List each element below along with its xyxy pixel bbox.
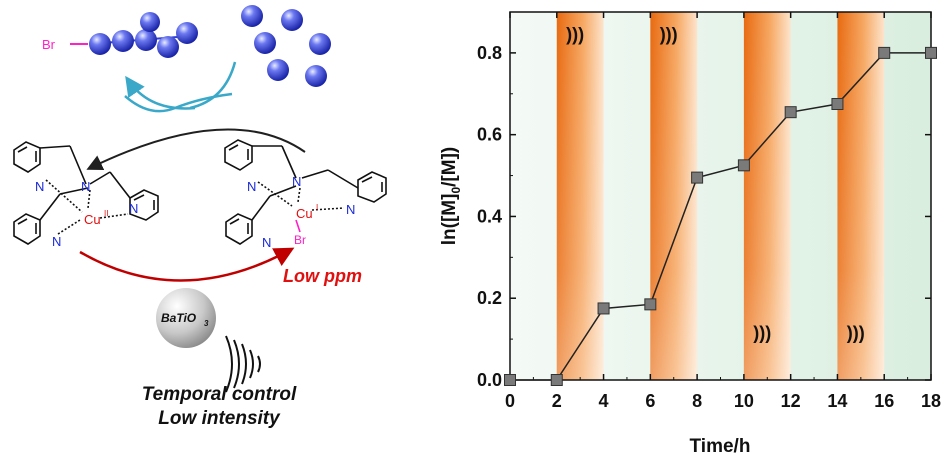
n-atom-label: N [35,179,44,194]
x-tick-label: 4 [599,391,609,411]
ultrasound-on-band-shade [743,12,791,380]
ultrasound-bands [510,12,931,380]
y-tick-label: 0.4 [477,206,502,226]
x-tick-label: 0 [505,391,515,411]
monomer-ball [281,9,303,31]
ultrasound-symbol: ))) [753,323,771,343]
data-point-marker [831,98,844,110]
copper-bromide-label: Br [294,233,306,247]
activation-arrow [79,247,295,282]
monomer-ball [267,59,289,81]
ultrasound-symbol: ))) [660,25,678,45]
x-axis-label: Time/h [690,436,751,457]
polymer-monomer-ball [140,12,160,32]
x-tick-label: 8 [692,391,702,411]
data-point-marker [737,159,750,172]
data-point-marker [550,374,563,386]
n-atom-label: N [247,179,256,194]
x-tick-label: 6 [645,391,655,411]
monomer-ball [305,65,327,87]
y-axis-label-tail: /[M]) [439,147,460,187]
n-atom-label: N [262,235,271,250]
n-atom-label: N [292,174,301,189]
y-axis-label: ln([M]0/[M]) [439,147,463,245]
ultrasound-symbol: ))) [566,25,584,45]
cyan-arrow-left [125,75,196,110]
monomer-ball [241,5,263,27]
x-tick-label: 10 [734,391,754,411]
low-ppm-label: Low ppm [283,266,362,286]
ultrasound-symbols: )))))))))))) [566,25,865,343]
data-point-marker [597,302,610,315]
kinetics-chart: )))))))))))) 0 2 4 6 8 10 12 14 16 18 0.0 0.2 0.4 0.6… [439,11,941,457]
data-point-marker [644,298,657,311]
n-atom-label: N [129,201,138,216]
polymer-monomer-ball [135,29,157,51]
data-point-marker [504,374,516,386]
data-point-marker [925,46,937,59]
copper-ii-complex [13,141,159,245]
copper-i-charge: I [316,203,318,212]
copper-ii-charge: II [104,209,108,218]
y-tick-label: 0.8 [477,43,502,63]
copper-i-label: Cu [296,206,313,221]
polymer-monomer-ball [176,22,198,44]
reaction-scheme: Br [13,5,387,429]
batio3-particle [156,288,216,348]
data-point-marker [878,46,891,59]
initiator-br-label: Br [42,37,56,52]
polymer-chain: Br [42,12,198,58]
axis-ticks: 0 2 4 6 8 10 12 14 16 18 0.0 0.2 0.4 0.6 0.8 [477,11,941,411]
y-tick-label: 0.0 [477,370,502,390]
y-tick-label: 0.2 [477,288,502,308]
batio3-subscript: 3 [204,319,209,328]
monomer-ball [309,33,331,55]
series-polyline [510,52,931,381]
y-tick-label: 0.6 [477,125,502,145]
ultrasound-on-band-shade [650,12,698,380]
x-tick-label: 16 [874,391,894,411]
caption-low-intensity: Low intensity [158,408,281,429]
copper-ii-label: Cu [84,212,101,227]
n-atom-label: N [346,202,355,217]
caption-temporal-control: Temporal control [142,384,297,405]
ultrasound-on-band-shade [837,12,885,380]
n-atom-label: N [81,179,90,194]
ultrasound-symbol: ))) [847,323,865,343]
deactivation-arrow [86,128,306,170]
polymer-monomer-ball [112,30,134,52]
x-tick-label: 14 [827,391,847,411]
cyan-arrow-right [189,61,237,110]
ultrasound-waves-icon [225,335,261,393]
x-tick-label: 12 [781,391,801,411]
copper-i-complex [224,139,387,245]
polymer-monomer-ball [89,33,111,55]
free-monomers [241,5,331,87]
batio3-label: BaTiO [161,311,197,325]
series-line [504,46,937,386]
polymer-monomer-ball [157,36,179,58]
ultrasound-on-band-shade [556,12,604,380]
x-tick-label: 2 [552,391,562,411]
data-point-marker [784,106,797,119]
monomer-ball [254,32,276,54]
x-tick-label: 18 [921,391,941,411]
y-axis-label-main: ln([M] [439,194,460,246]
n-atom-label: N [52,234,61,249]
data-point-marker [691,171,704,184]
y-axis-label-sub: 0 [449,187,463,194]
